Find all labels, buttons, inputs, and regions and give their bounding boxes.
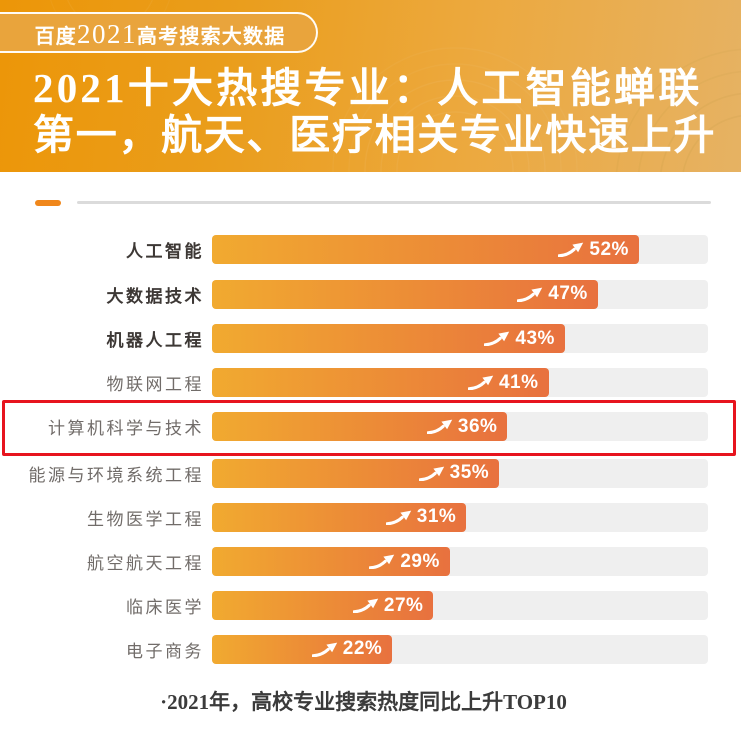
chart-row: 人工智能 52%	[0, 235, 741, 264]
trend-up-arrow-icon	[418, 466, 444, 481]
row-label: 大数据技术	[106, 286, 204, 306]
bar-track: 41%	[211, 368, 708, 398]
bar-value-label: 47%	[548, 283, 588, 304]
bar: 52%	[211, 235, 639, 264]
badge-prefix: 百度	[34, 25, 77, 48]
bar-track: 36%	[211, 412, 708, 442]
section-dash	[34, 199, 61, 206]
bar: 22%	[211, 634, 393, 664]
bar-value-label: 31%	[416, 506, 457, 528]
badge-suffix: 高考搜索大数据	[137, 25, 286, 48]
trend-up-arrow-icon	[385, 510, 411, 525]
trend-up-arrow-icon	[484, 331, 510, 346]
page-title-line1: 2021十大热搜专业：人工智能蝉联	[33, 64, 703, 111]
row-label: 能源与环境系统工程	[28, 465, 204, 485]
trend-up-arrow-icon	[467, 375, 494, 391]
row-label: 物联网工程	[106, 375, 204, 395]
chart-row: 电子商务 22%	[0, 634, 741, 664]
chart-row: 生物医学工程 31%	[0, 502, 741, 532]
badge: 百度2021高考搜索大数据	[0, 11, 318, 53]
bar: 43%	[211, 324, 565, 353]
bar-track: 35%	[211, 458, 708, 488]
badge-year: 2021	[77, 19, 137, 49]
trend-up-arrow-icon	[517, 287, 543, 302]
page-title-line2: 第一，航天、医疗相关专业快速上升	[33, 112, 717, 158]
bar-track: 27%	[211, 591, 708, 620]
bar-track: 52%	[211, 235, 708, 264]
badge-label: 百度2021高考搜索大数据	[35, 19, 286, 50]
trend-up-arrow-icon	[426, 419, 453, 435]
chart-row: 临床医学 27%	[0, 591, 741, 620]
bar: 41%	[211, 368, 549, 398]
bar-value-label: 27%	[383, 594, 424, 616]
bar: 29%	[211, 547, 450, 576]
chart-row: 机器人工程 43%	[0, 324, 741, 353]
bar: 27%	[211, 591, 434, 620]
header-banner: 百度2021高考搜索大数据 2021十大热搜专业：人工智能蝉联 第一，航天、医疗…	[0, 0, 741, 172]
row-label: 人工智能	[126, 242, 204, 261]
chart-row: 物联网工程 41%	[0, 368, 741, 398]
bar: 36%	[211, 412, 508, 442]
row-label: 计算机科学与技术	[48, 419, 204, 439]
page-title: 2021十大热搜专业：人工智能蝉联 第一，航天、医疗相关专业快速上升	[33, 65, 733, 160]
bar-value-label: 41%	[498, 371, 539, 393]
row-label: 电子商务	[126, 641, 204, 661]
bar-track: 29%	[211, 547, 708, 576]
trend-up-arrow-icon	[369, 554, 395, 569]
row-label: 临床医学	[126, 598, 204, 617]
chart-row: 能源与环境系统工程 35%	[0, 458, 741, 488]
bar: 47%	[211, 279, 598, 309]
chart-row: 计算机科学与技术 36%	[0, 412, 741, 442]
trend-up-arrow-icon	[311, 642, 337, 657]
chart-row: 航空航天工程 29%	[0, 547, 741, 576]
row-label: 生物医学工程	[87, 509, 204, 529]
footer-caption: ·2021年，高校专业搜索热度同比上升TOP10	[160, 690, 567, 714]
row-label: 机器人工程	[106, 331, 204, 350]
bar-value-label: 43%	[515, 327, 555, 349]
bar-track: 22%	[211, 634, 708, 664]
bar-track: 47%	[211, 279, 708, 309]
bar: 35%	[211, 458, 500, 488]
bar-track: 43%	[211, 324, 708, 353]
bar-track: 31%	[211, 502, 708, 532]
bar-value-label: 35%	[449, 462, 490, 484]
bar-value-label: 36%	[457, 415, 498, 437]
bar-value-label: 52%	[589, 238, 629, 260]
chart-row: 大数据技术 47%	[0, 279, 741, 309]
bar-value-label: 22%	[342, 638, 383, 660]
bar: 31%	[211, 502, 467, 532]
trend-up-arrow-icon	[352, 598, 379, 613]
row-label: 航空航天工程	[87, 554, 204, 573]
trend-up-arrow-icon	[558, 242, 584, 257]
bar-value-label: 29%	[400, 550, 440, 572]
divider-line	[76, 200, 711, 205]
